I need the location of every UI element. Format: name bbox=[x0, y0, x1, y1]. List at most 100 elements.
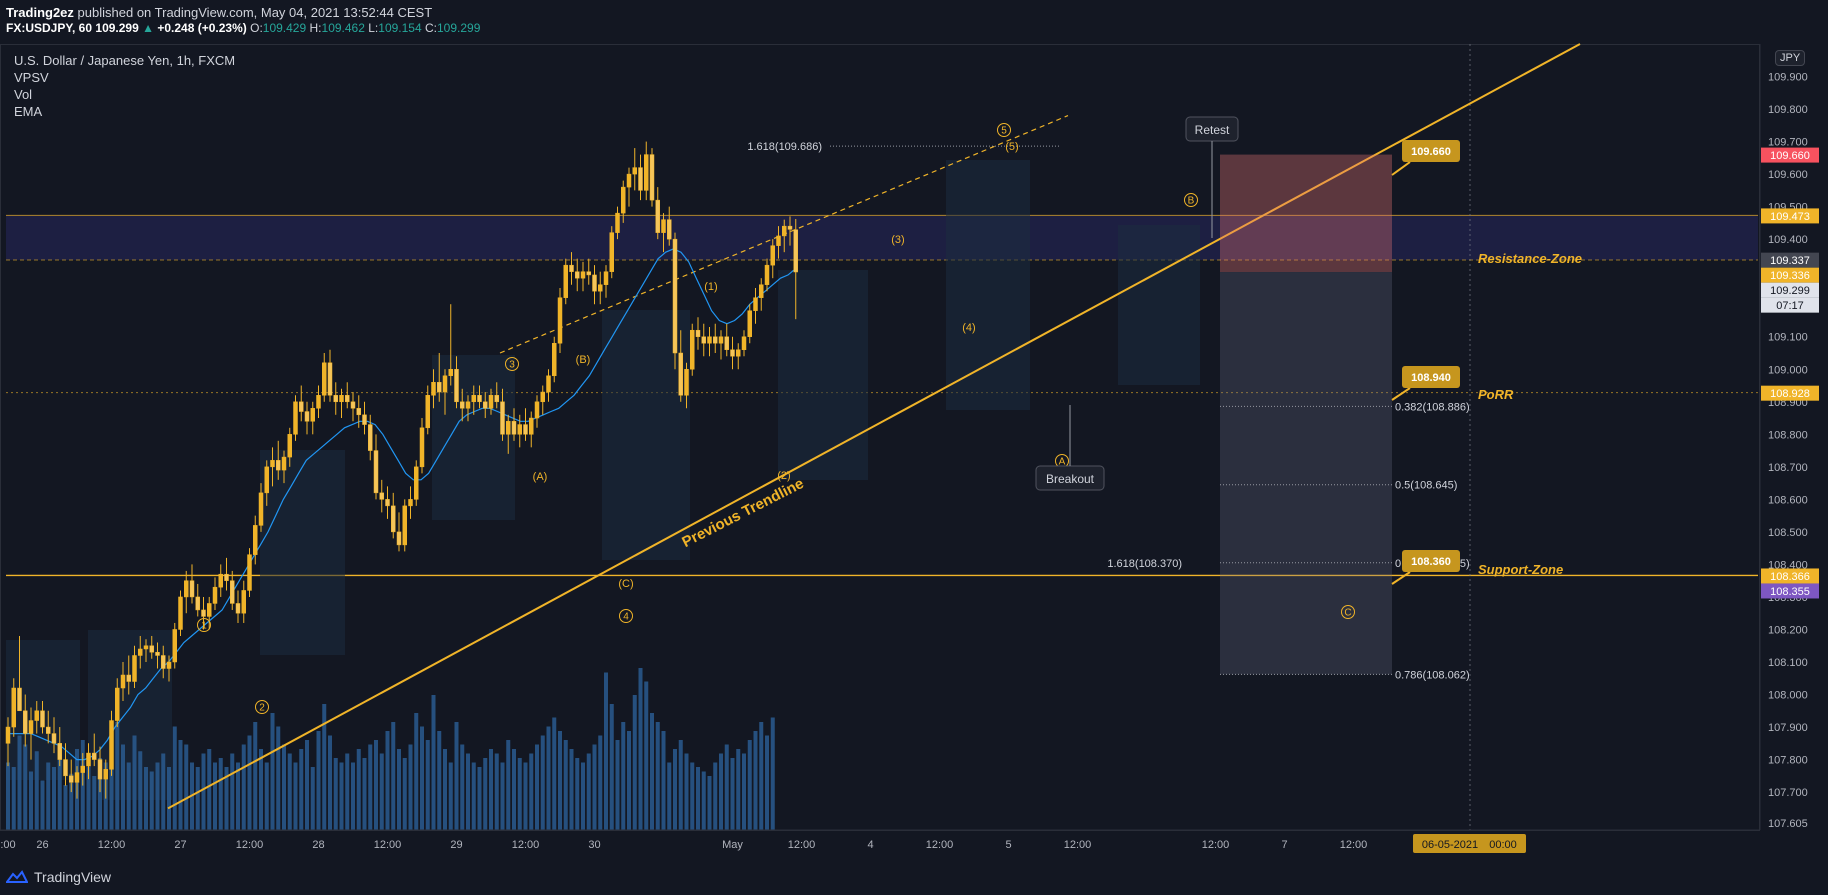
candle-body[interactable] bbox=[718, 336, 724, 344]
volume-bar[interactable] bbox=[483, 758, 488, 830]
volume-bar[interactable] bbox=[765, 735, 769, 831]
volume-bar[interactable] bbox=[627, 731, 631, 830]
candle-body[interactable] bbox=[747, 310, 752, 337]
candle-body[interactable] bbox=[17, 687, 22, 712]
volume-bar[interactable] bbox=[707, 776, 712, 830]
volume-bar[interactable] bbox=[397, 749, 401, 830]
volume-bar[interactable] bbox=[690, 762, 695, 831]
volume-bar[interactable] bbox=[351, 762, 355, 831]
volume-bar[interactable] bbox=[644, 681, 649, 831]
volume-bar[interactable] bbox=[512, 749, 516, 830]
candle-body[interactable] bbox=[230, 580, 235, 604]
volume-bar[interactable] bbox=[477, 767, 482, 830]
volume-bar[interactable] bbox=[466, 753, 470, 831]
candle-body[interactable] bbox=[408, 499, 413, 507]
candle-body[interactable] bbox=[396, 531, 402, 546]
candle-body[interactable] bbox=[557, 297, 563, 344]
candle-body[interactable] bbox=[787, 225, 793, 230]
volume-bar[interactable] bbox=[592, 744, 597, 831]
volume-bar[interactable] bbox=[650, 713, 654, 830]
candle-body[interactable] bbox=[69, 775, 74, 783]
candle-body[interactable] bbox=[615, 212, 620, 233]
volume-bar[interactable] bbox=[236, 762, 240, 831]
candle-body[interactable] bbox=[759, 284, 764, 298]
volume-bar[interactable] bbox=[598, 735, 603, 831]
volume-bar[interactable] bbox=[121, 744, 125, 831]
volume-bar[interactable] bbox=[247, 735, 252, 831]
candle-body[interactable] bbox=[132, 655, 137, 682]
candle-body[interactable] bbox=[258, 492, 264, 526]
legend-indicator-vpsv[interactable]: VPSV bbox=[14, 70, 49, 85]
legend-indicator-ema[interactable]: EMA bbox=[14, 104, 43, 119]
volume-bar[interactable] bbox=[11, 767, 16, 830]
volume-bar[interactable] bbox=[678, 740, 683, 830]
volume-bar[interactable] bbox=[736, 749, 741, 830]
candle-body[interactable] bbox=[281, 456, 287, 471]
candle-body[interactable] bbox=[454, 369, 459, 403]
candle-body[interactable] bbox=[529, 417, 534, 435]
trendline[interactable] bbox=[167, 43, 1581, 810]
candle-body[interactable] bbox=[776, 235, 781, 246]
candle-body[interactable] bbox=[241, 590, 246, 614]
volume-bar[interactable] bbox=[184, 744, 189, 831]
volume-bar[interactable] bbox=[115, 722, 120, 830]
candle-body[interactable] bbox=[11, 687, 16, 728]
candle-body[interactable] bbox=[333, 395, 338, 403]
volume-bar[interactable] bbox=[500, 762, 505, 831]
volume-bar[interactable] bbox=[379, 753, 384, 831]
candle-body[interactable] bbox=[322, 362, 327, 396]
price-axis[interactable] bbox=[1760, 44, 1828, 830]
volume-bar[interactable] bbox=[144, 767, 148, 830]
volume-bar[interactable] bbox=[546, 726, 551, 831]
candle-body[interactable] bbox=[172, 629, 177, 663]
candle-body[interactable] bbox=[178, 596, 183, 630]
volume-bar[interactable] bbox=[34, 751, 39, 830]
candle-body[interactable] bbox=[264, 466, 269, 494]
candle-body[interactable] bbox=[471, 395, 476, 403]
candle-body[interactable] bbox=[690, 329, 695, 370]
candle-body[interactable] bbox=[793, 229, 798, 273]
candle-body[interactable] bbox=[500, 401, 505, 435]
candle-body[interactable] bbox=[460, 401, 465, 409]
candle-body[interactable] bbox=[414, 466, 419, 500]
candle-body[interactable] bbox=[511, 421, 517, 435]
candle-body[interactable] bbox=[569, 264, 574, 272]
volume-bar[interactable] bbox=[40, 780, 45, 831]
candle-body[interactable] bbox=[741, 336, 747, 350]
candle-body[interactable] bbox=[713, 336, 718, 344]
volume-bar[interactable] bbox=[322, 704, 327, 830]
candle-body[interactable] bbox=[695, 329, 701, 337]
volume-bar[interactable] bbox=[356, 749, 361, 830]
candle-body[interactable] bbox=[356, 408, 361, 416]
candle-body[interactable] bbox=[161, 655, 166, 669]
volume-bar[interactable] bbox=[276, 726, 281, 831]
candle-body[interactable] bbox=[235, 603, 241, 614]
candle-body[interactable] bbox=[63, 759, 68, 777]
volume-bar[interactable] bbox=[57, 755, 62, 830]
candle-body[interactable] bbox=[57, 743, 62, 760]
candle-body[interactable] bbox=[488, 395, 494, 409]
candle-body[interactable] bbox=[74, 772, 80, 783]
candle-body[interactable] bbox=[494, 395, 499, 403]
candle-body[interactable] bbox=[580, 271, 586, 279]
candle-body[interactable] bbox=[373, 450, 379, 494]
volume-bar[interactable] bbox=[753, 731, 758, 830]
candle-body[interactable] bbox=[385, 499, 390, 507]
volume-bar[interactable] bbox=[563, 740, 568, 830]
candle-body[interactable] bbox=[293, 401, 298, 435]
volume-bar[interactable] bbox=[443, 749, 447, 830]
volume-bar[interactable] bbox=[149, 771, 154, 831]
candle-body[interactable] bbox=[207, 603, 212, 617]
volume-bar[interactable] bbox=[385, 731, 390, 830]
candle-body[interactable] bbox=[287, 434, 292, 458]
candle-body[interactable] bbox=[80, 765, 85, 773]
volume-bar[interactable] bbox=[747, 740, 752, 830]
candle-body[interactable] bbox=[626, 173, 632, 188]
volume-bar[interactable] bbox=[408, 744, 413, 831]
candle-body[interactable] bbox=[419, 427, 425, 468]
candle-body[interactable] bbox=[224, 573, 229, 581]
candle-body[interactable] bbox=[644, 154, 649, 191]
volume-bar[interactable] bbox=[282, 744, 286, 831]
candle-body[interactable] bbox=[655, 199, 660, 233]
candle-body[interactable] bbox=[212, 586, 218, 604]
